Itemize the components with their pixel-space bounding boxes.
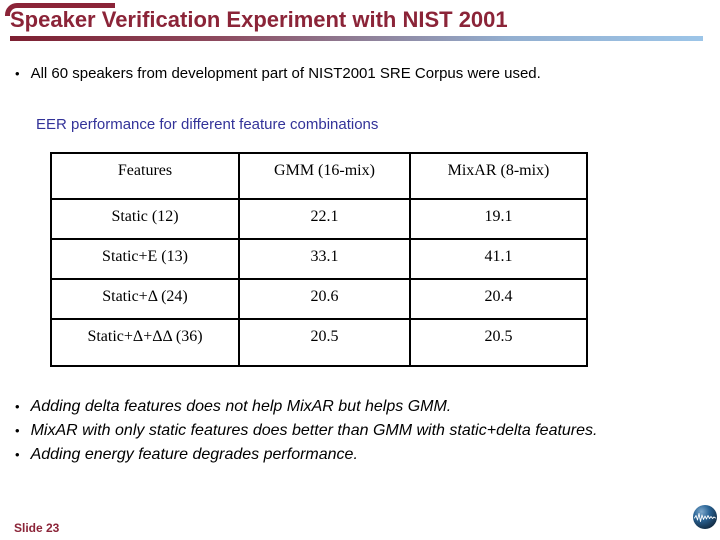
table-header-mixar: MixAR (8-mix) — [409, 152, 588, 200]
table-cell-gmm: 22.1 — [238, 198, 411, 240]
table-row: Static (12) 22.1 19.1 — [50, 198, 588, 240]
top-bullet-text: All 60 speakers from development part of… — [30, 65, 541, 82]
table-row: Static+E (13) 33.1 41.1 — [50, 238, 588, 280]
bullet-icon: • — [15, 423, 20, 438]
slide-title: Speaker Verification Experiment with NIS… — [10, 7, 508, 32]
conclusion-bullet-text: Adding energy feature degrades performan… — [30, 446, 358, 463]
top-bullet-item: • All 60 speakers from development part … — [15, 64, 705, 84]
bullet-icon: • — [15, 399, 20, 414]
list-item: • Adding delta features does not help Mi… — [15, 396, 599, 417]
table-cell-mixar: 19.1 — [409, 198, 588, 240]
table-cell-feature: Static+E (13) — [50, 238, 240, 280]
table-row: Static+Δ+ΔΔ (36) 20.5 20.5 — [50, 318, 588, 367]
corner-accent-mark — [5, 3, 115, 16]
eer-results-table: Features GMM (16-mix) MixAR (8-mix) Stat… — [50, 152, 588, 367]
bullet-icon: • — [15, 447, 20, 462]
table-header-row: Features GMM (16-mix) MixAR (8-mix) — [50, 152, 588, 200]
table-cell-gmm: 33.1 — [238, 238, 411, 280]
table-cell-mixar: 20.5 — [409, 318, 588, 367]
table-cell-feature: Static+Δ+ΔΔ (36) — [50, 318, 240, 367]
table-cell-mixar: 41.1 — [409, 238, 588, 280]
list-item: • MixAR with only static features does b… — [15, 420, 599, 441]
title-underline-rule — [10, 36, 703, 41]
waveform-sphere-logo-icon — [693, 505, 717, 529]
conclusion-bullet-text: Adding delta features does not help MixA… — [30, 398, 452, 415]
bullet-icon: • — [15, 66, 20, 81]
table-cell-feature: Static (12) — [50, 198, 240, 240]
table-cell-feature: Static+Δ (24) — [50, 278, 240, 320]
list-item: • Adding energy feature degrades perform… — [15, 444, 599, 465]
table-header-gmm: GMM (16-mix) — [238, 152, 411, 200]
table-cell-gmm: 20.5 — [238, 318, 411, 367]
table-row: Static+Δ (24) 20.6 20.4 — [50, 278, 588, 320]
table-header-features: Features — [50, 152, 240, 200]
table-caption: EER performance for different feature co… — [36, 116, 379, 133]
table-cell-mixar: 20.4 — [409, 278, 588, 320]
table-cell-gmm: 20.6 — [238, 278, 411, 320]
conclusion-bullet-text: MixAR with only static features does bet… — [30, 422, 598, 439]
slide-number-label: Slide 23 — [14, 521, 60, 535]
conclusion-bullet-list: • Adding delta features does not help Mi… — [15, 396, 599, 468]
